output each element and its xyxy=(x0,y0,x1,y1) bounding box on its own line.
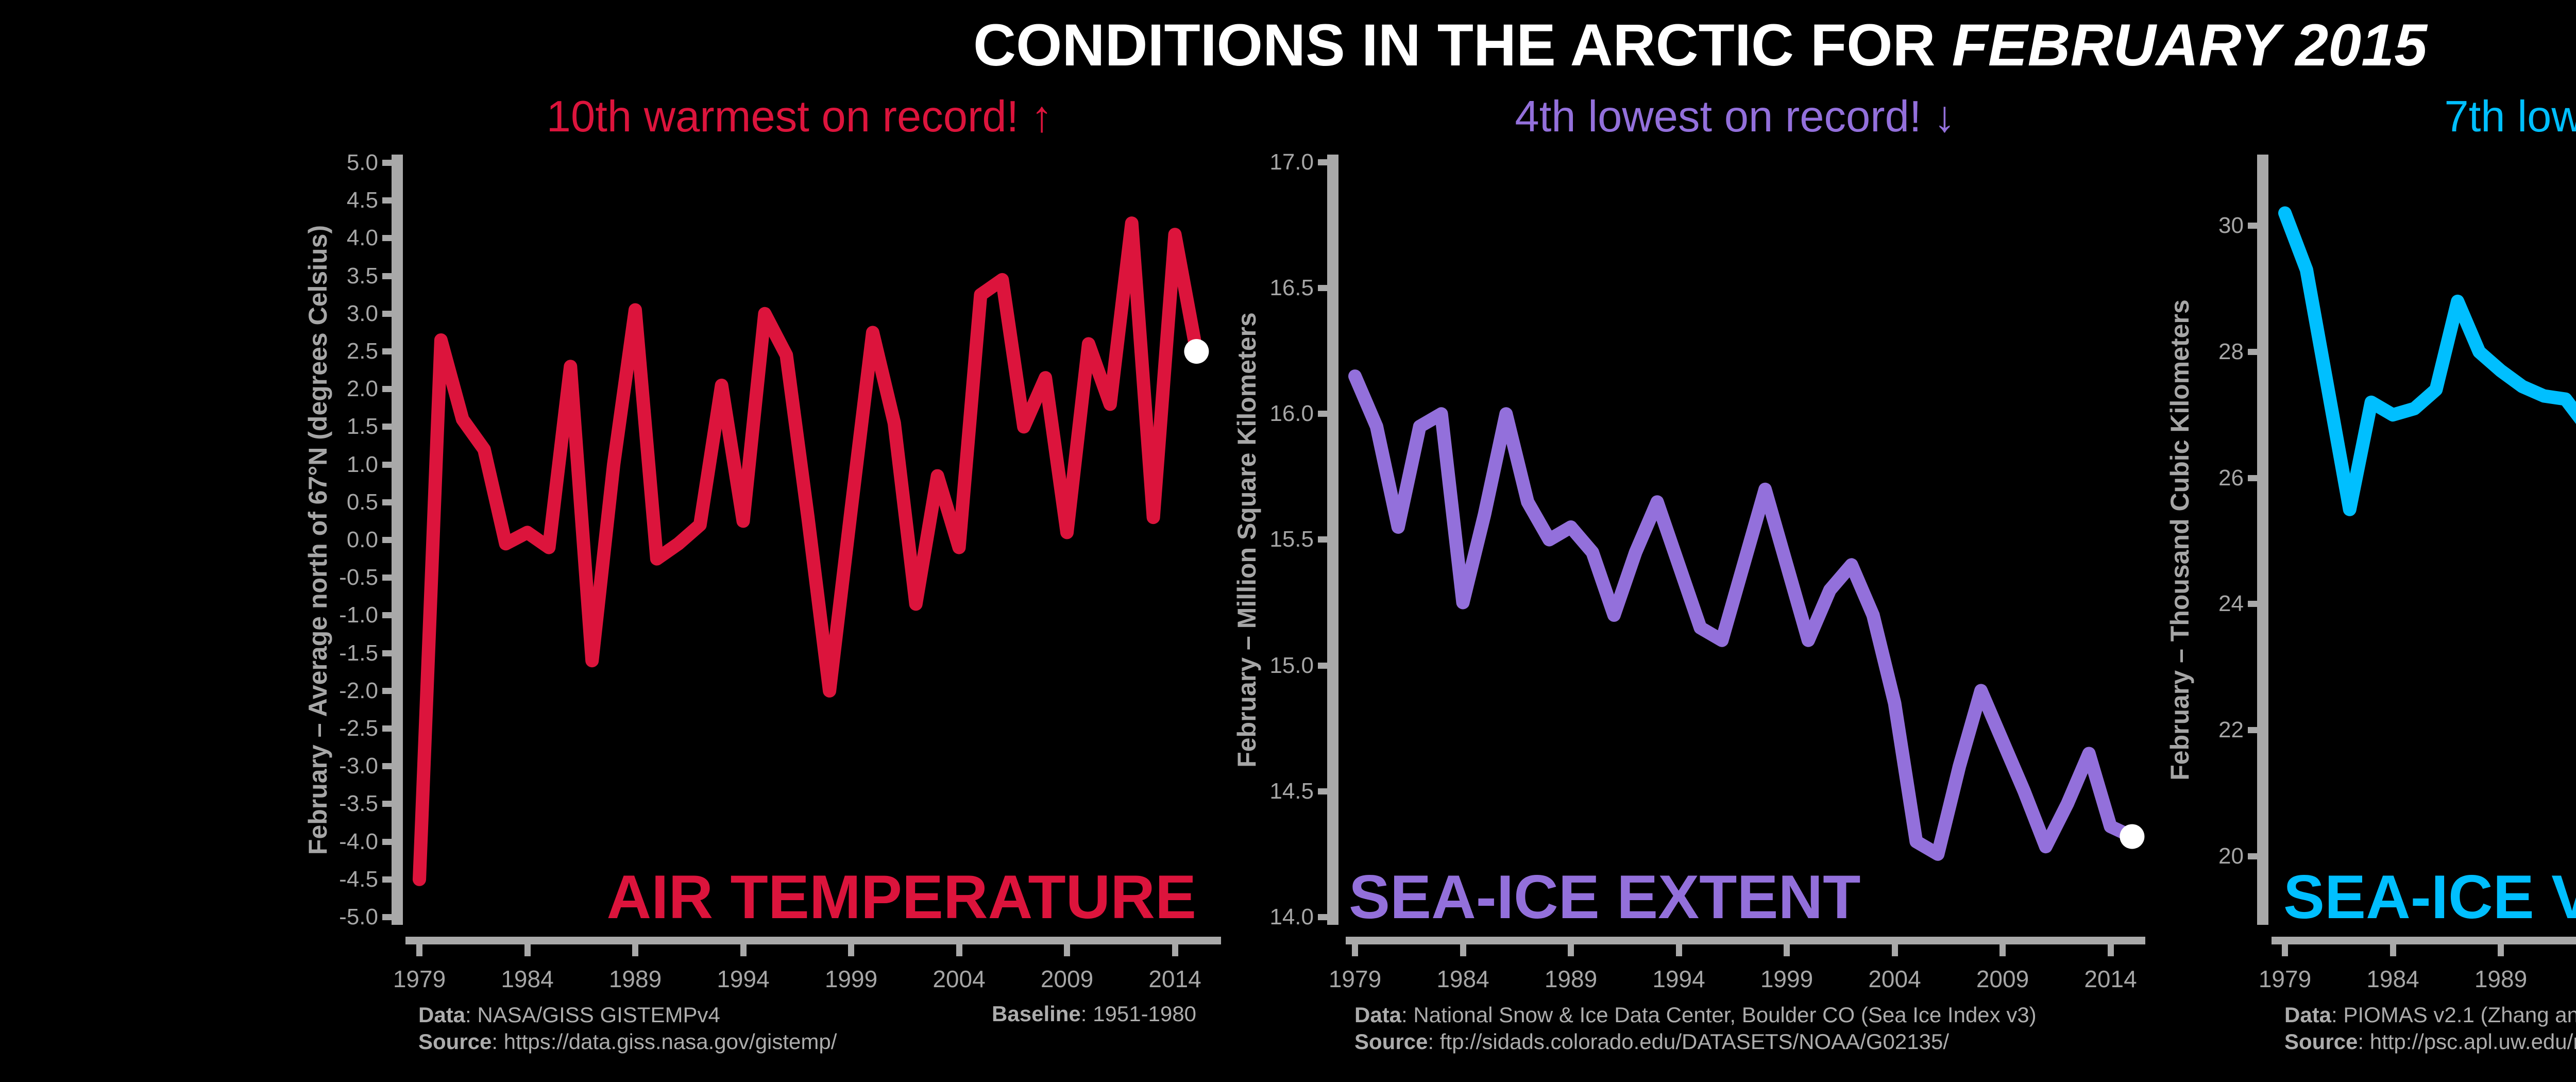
sea-ice-extent-line xyxy=(1348,369,2139,861)
page-title-text: CONDITIONS IN THE ARCTIC FOR xyxy=(973,12,1952,78)
latest-point-marker xyxy=(1184,339,1209,364)
air-temperature-line xyxy=(413,216,1204,886)
page-title-emphasis: FEBRUARY 2015 xyxy=(1952,12,2428,78)
sea-ice-volume-line xyxy=(2278,206,2576,516)
page-title: CONDITIONS IN THE ARCTIC FOR FEBRUARY 20… xyxy=(0,11,2576,79)
latest-point-marker xyxy=(2120,824,2145,849)
